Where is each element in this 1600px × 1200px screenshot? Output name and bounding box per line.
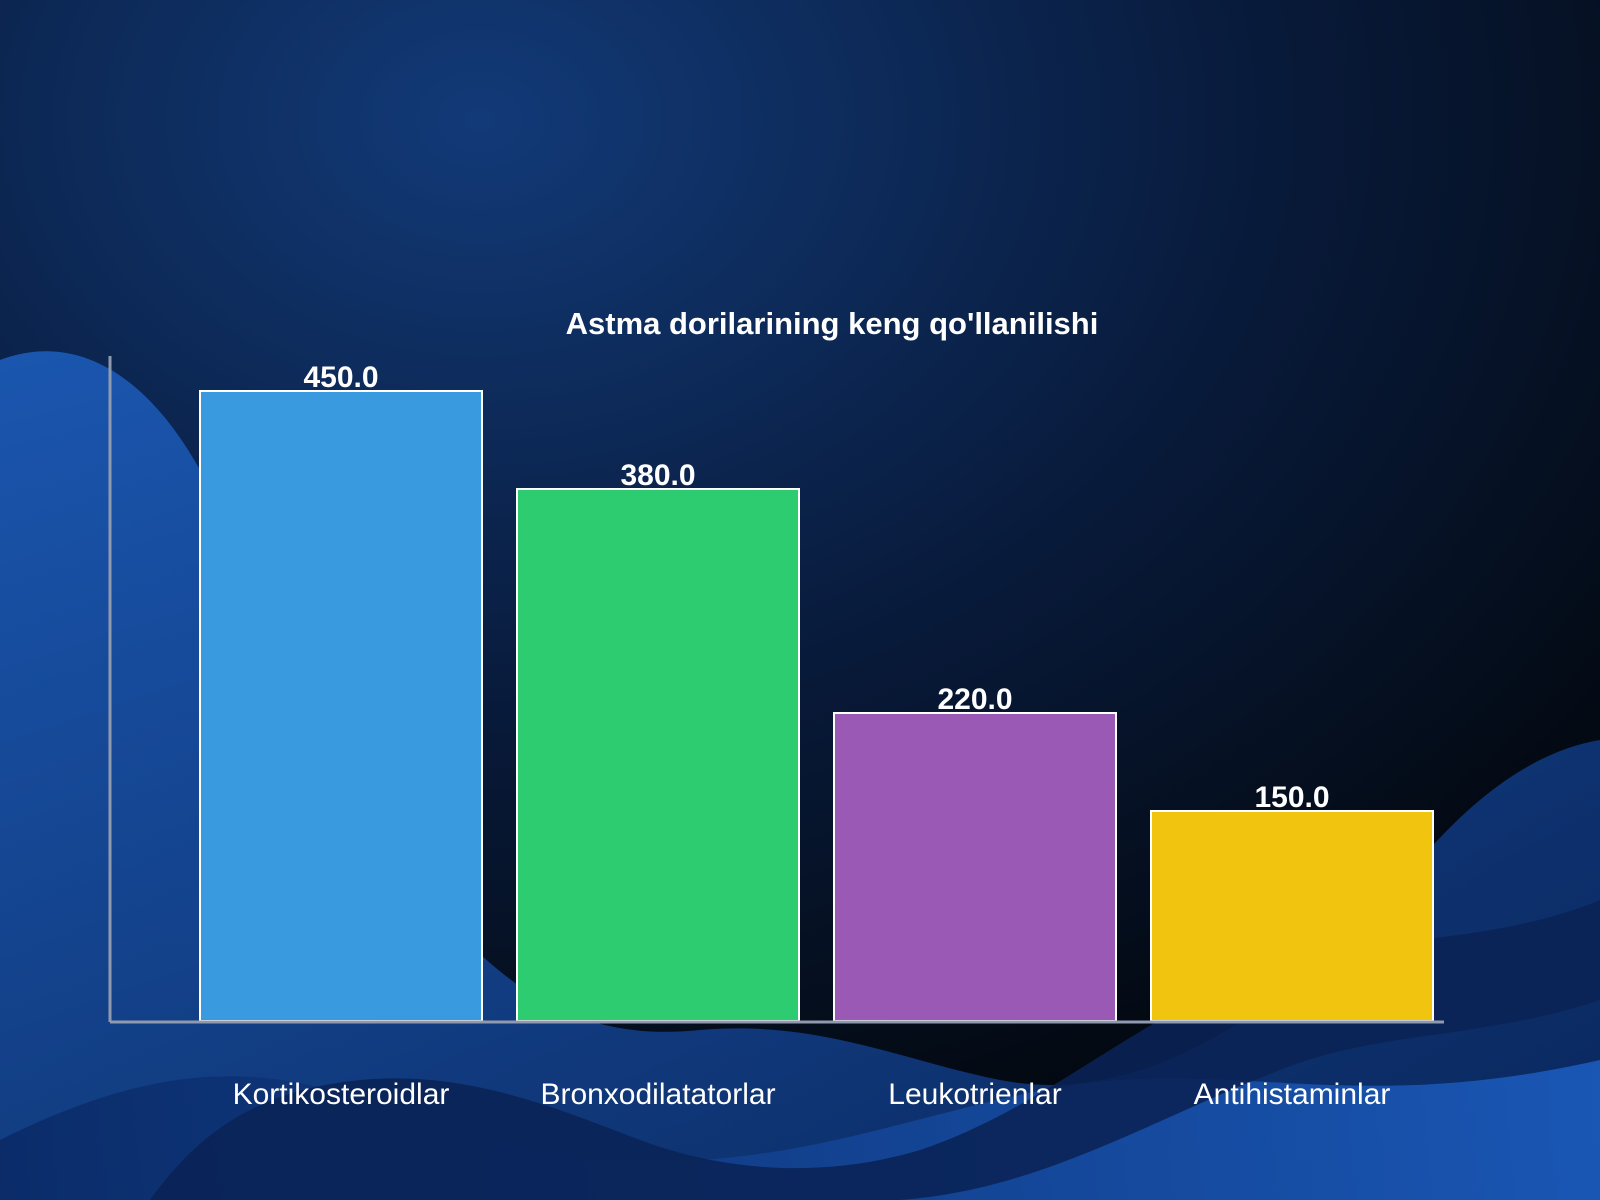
x-tick-label: Antihistaminlar <box>1194 1078 1391 1111</box>
bar-leukotrienlar <box>833 712 1117 1022</box>
data-label: 150.0 <box>1254 781 1329 814</box>
data-label: 220.0 <box>937 683 1012 716</box>
chart-title: Astma dorilarining keng qo'llanilishi <box>565 306 1099 341</box>
labels-layer: 450.0 Kortikosteroidlar 380.0 Bronxodilatat… <box>233 361 1391 1111</box>
data-label: 450.0 <box>303 361 378 394</box>
x-tick-label: Bronxodilatatorlar <box>540 1078 775 1111</box>
data-label: 380.0 <box>620 459 695 492</box>
x-tick-label: Kortikosteroidlar <box>233 1078 450 1111</box>
bars-layer <box>199 390 1434 1022</box>
bar-antihistaminlar <box>1150 810 1434 1022</box>
bar-kortikosteroidlar <box>199 390 483 1022</box>
bar-bronxodilatatorlar <box>516 488 800 1022</box>
x-tick-label: Leukotrienlar <box>888 1078 1061 1111</box>
